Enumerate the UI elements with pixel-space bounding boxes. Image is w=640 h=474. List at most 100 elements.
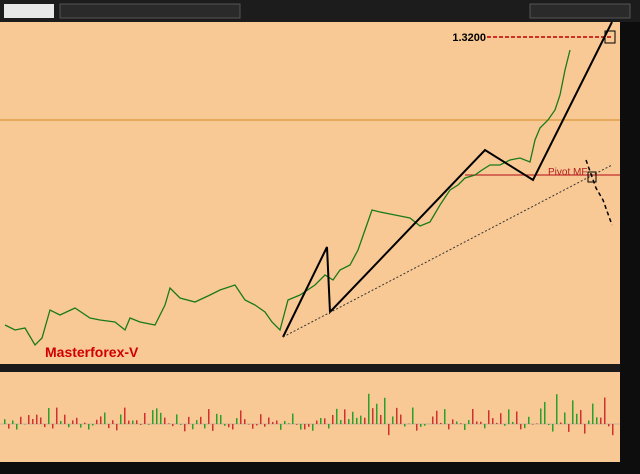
histogram-bar	[136, 420, 138, 424]
histogram-bar	[20, 416, 22, 424]
histogram-bar	[400, 414, 402, 424]
histogram-bar	[520, 424, 522, 430]
price-axis	[620, 22, 640, 474]
histogram-bar	[52, 424, 54, 429]
pivot-label: Pivot MF	[548, 167, 587, 178]
histogram-bar	[476, 421, 478, 424]
histogram-bar	[404, 424, 406, 427]
histogram-bar	[68, 424, 70, 428]
histogram-bar	[152, 410, 154, 424]
histogram-bar	[496, 422, 498, 424]
time-axis	[0, 462, 620, 474]
histogram-bar	[432, 416, 434, 424]
histogram-bar	[488, 410, 490, 424]
histogram-bar	[336, 408, 338, 424]
histogram-bar	[608, 424, 610, 427]
histogram-bar	[516, 411, 518, 424]
histogram-bar	[160, 412, 162, 424]
histogram-bar	[56, 407, 58, 424]
histogram-bar	[112, 420, 114, 424]
histogram-bar	[444, 409, 446, 424]
histogram-bar	[328, 424, 330, 429]
histogram-bar	[84, 422, 86, 424]
histogram-bar	[572, 400, 574, 424]
histogram-bar	[272, 421, 274, 424]
histogram-bar	[492, 418, 494, 424]
histogram-bar	[456, 421, 458, 424]
histogram-bar	[148, 424, 150, 425]
histogram-bar	[524, 424, 526, 429]
histogram-bar	[416, 424, 418, 431]
histogram-bar	[268, 417, 270, 424]
histogram-bar	[388, 424, 390, 436]
histogram-bar	[320, 418, 322, 424]
histogram-bar	[348, 419, 350, 424]
histogram-bar	[412, 407, 414, 424]
histogram-bar	[392, 416, 394, 424]
histogram-bar	[292, 413, 294, 424]
histogram-bar	[128, 420, 130, 424]
histogram-bar	[212, 424, 214, 431]
histogram-bar	[96, 419, 98, 424]
histogram-bar	[592, 403, 594, 424]
histogram-bar	[296, 424, 298, 425]
histogram-bar	[184, 424, 186, 432]
histogram-bar	[4, 419, 6, 424]
histogram-bar	[60, 421, 62, 424]
histogram-bar	[248, 424, 250, 425]
histogram-bar	[536, 423, 538, 424]
histogram-bar	[372, 408, 374, 424]
histogram-bar	[556, 394, 558, 424]
histogram-bar	[64, 414, 66, 424]
histogram-bar	[252, 424, 254, 429]
histogram-bar	[204, 424, 206, 429]
histogram-bar	[104, 412, 106, 424]
histogram-bar	[464, 424, 466, 430]
histogram-bar	[300, 424, 302, 430]
histogram-bar	[356, 417, 358, 424]
histogram-bar	[120, 414, 122, 424]
histogram-bar	[316, 420, 318, 424]
histogram-bar	[172, 424, 174, 427]
histogram-bar	[308, 424, 310, 427]
symbol-box[interactable]	[4, 4, 54, 18]
histogram-bar	[284, 420, 286, 424]
histogram-bar	[448, 424, 450, 430]
window-controls[interactable]	[529, 3, 631, 19]
toolbar-buttons[interactable]	[59, 3, 241, 19]
histogram-bar	[384, 397, 386, 424]
brand-label: Masterforex-V	[45, 344, 139, 360]
histogram-bar	[512, 421, 514, 424]
histogram-bar	[108, 424, 110, 429]
histogram-bar	[132, 420, 134, 424]
histogram-bar	[380, 414, 382, 424]
histogram-bar	[244, 419, 246, 424]
histogram-bar	[16, 424, 18, 430]
histogram-bar	[240, 410, 242, 424]
histogram-bar	[504, 424, 506, 426]
target-box	[604, 30, 616, 44]
histogram-bar	[200, 416, 202, 424]
histogram-bar	[564, 412, 566, 424]
histogram-bar	[276, 420, 278, 424]
histogram-bar	[224, 424, 226, 426]
histogram-bar	[124, 407, 126, 424]
histogram-bar	[236, 418, 238, 424]
histogram-bar	[360, 415, 362, 424]
histogram-bar	[424, 424, 426, 426]
histogram-bar	[584, 424, 586, 434]
histogram-bar	[48, 408, 50, 424]
histogram-bar	[532, 424, 534, 425]
histogram-bar	[92, 424, 94, 426]
histogram-bar	[164, 417, 166, 424]
histogram-bar	[580, 410, 582, 424]
price-bars	[4, 49, 571, 347]
histogram-bar	[528, 416, 530, 424]
histogram-bar	[604, 397, 606, 424]
histogram-bar	[612, 424, 614, 436]
level-label: 1.3200	[452, 32, 486, 44]
histogram-bar	[484, 424, 486, 429]
histogram-bar	[340, 420, 342, 424]
